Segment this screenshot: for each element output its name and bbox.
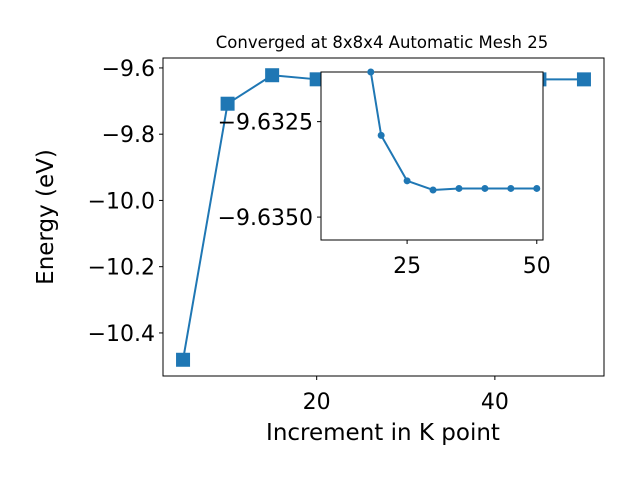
- inset-plot-area: [320, 71, 544, 241]
- inset-y-tick-label: −9.6325: [218, 111, 313, 136]
- inset-y-tick-label: −9.6350: [218, 206, 313, 231]
- main-axis-ticks: 20 40 −9.6 −9.8 −10.0 −10.2 −10.4: [88, 57, 509, 415]
- main-y-tick-label: −10.4: [88, 322, 155, 347]
- main-x-tick-label: 40: [481, 390, 509, 415]
- main-data-point: [309, 72, 324, 87]
- inset-x-tick-label: 25: [393, 254, 421, 279]
- main-y-tick-label: −10.2: [88, 256, 155, 281]
- inset-data-point: [403, 177, 411, 185]
- inset-axis-ticks: 25 50 −9.6350 −9.6325: [218, 111, 551, 279]
- main-y-tick-label: −9.8: [102, 123, 155, 148]
- main-data-point: [220, 96, 235, 111]
- inset-series-line: [369, 72, 537, 191]
- main-axes-frame: [162, 57, 605, 377]
- y-axis-label: Energy (eV): [33, 149, 59, 285]
- x-axis-label: Increment in K point: [266, 420, 500, 446]
- main-data-point: [176, 352, 191, 367]
- main-y-tick-label: −10.0: [88, 189, 155, 214]
- inset-x-tick-label: 50: [523, 254, 551, 279]
- inset-data-point: [455, 184, 463, 192]
- inset-data-point: [481, 184, 489, 192]
- inset-data-point: [507, 184, 515, 192]
- main-plot-area: [162, 57, 605, 377]
- inset-data-point: [367, 68, 375, 76]
- inset-data-point: [377, 131, 385, 139]
- main-x-tick-label: 20: [303, 390, 331, 415]
- chart-title: Converged at 8x8x4 Automatic Mesh 25: [216, 33, 548, 52]
- inset-axes-frame: [320, 71, 544, 241]
- main-data-point: [265, 68, 280, 83]
- inset-data-point: [533, 184, 541, 192]
- main-y-tick-label: −9.6: [102, 57, 155, 82]
- inset-series: [367, 68, 541, 194]
- inset-data-point: [429, 186, 437, 194]
- main-data-point: [576, 72, 591, 87]
